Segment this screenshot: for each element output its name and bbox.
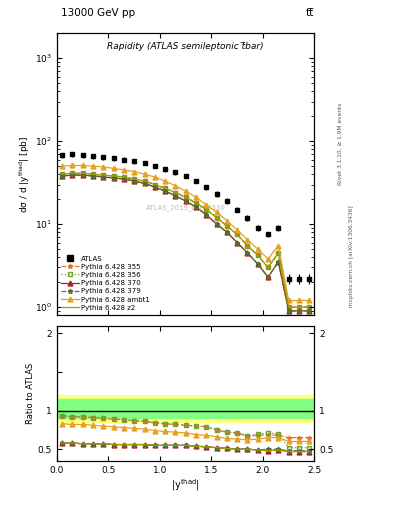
Legend: ATLAS, Pythia 6.428 355, Pythia 6.428 356, Pythia 6.428 370, Pythia 6.428 379, P: ATLAS, Pythia 6.428 355, Pythia 6.428 35… — [60, 254, 152, 312]
Y-axis label: dσ / d |y$^{\mathrm{thad}}$| [pb]: dσ / d |y$^{\mathrm{thad}}$| [pb] — [18, 136, 32, 213]
Text: tt̅: tt̅ — [306, 8, 314, 18]
Text: Rapidity (ATLAS semileptonic t̅bar): Rapidity (ATLAS semileptonic t̅bar) — [107, 42, 264, 51]
Text: mcplots.cern.ch [arXiv:1306.3436]: mcplots.cern.ch [arXiv:1306.3436] — [349, 205, 354, 307]
Text: ATLAS_2019_I1750330: ATLAS_2019_I1750330 — [146, 205, 226, 211]
Bar — [57, 395, 314, 422]
Text: Rivet 3.1.10, ≥ 1.9M events: Rivet 3.1.10, ≥ 1.9M events — [338, 102, 342, 184]
Text: 13000 GeV pp: 13000 GeV pp — [61, 8, 135, 18]
Y-axis label: Ratio to ATLAS: Ratio to ATLAS — [26, 362, 35, 424]
Bar — [57, 399, 314, 418]
X-axis label: |y$^{\mathrm{thad}}$|: |y$^{\mathrm{thad}}$| — [171, 477, 200, 493]
